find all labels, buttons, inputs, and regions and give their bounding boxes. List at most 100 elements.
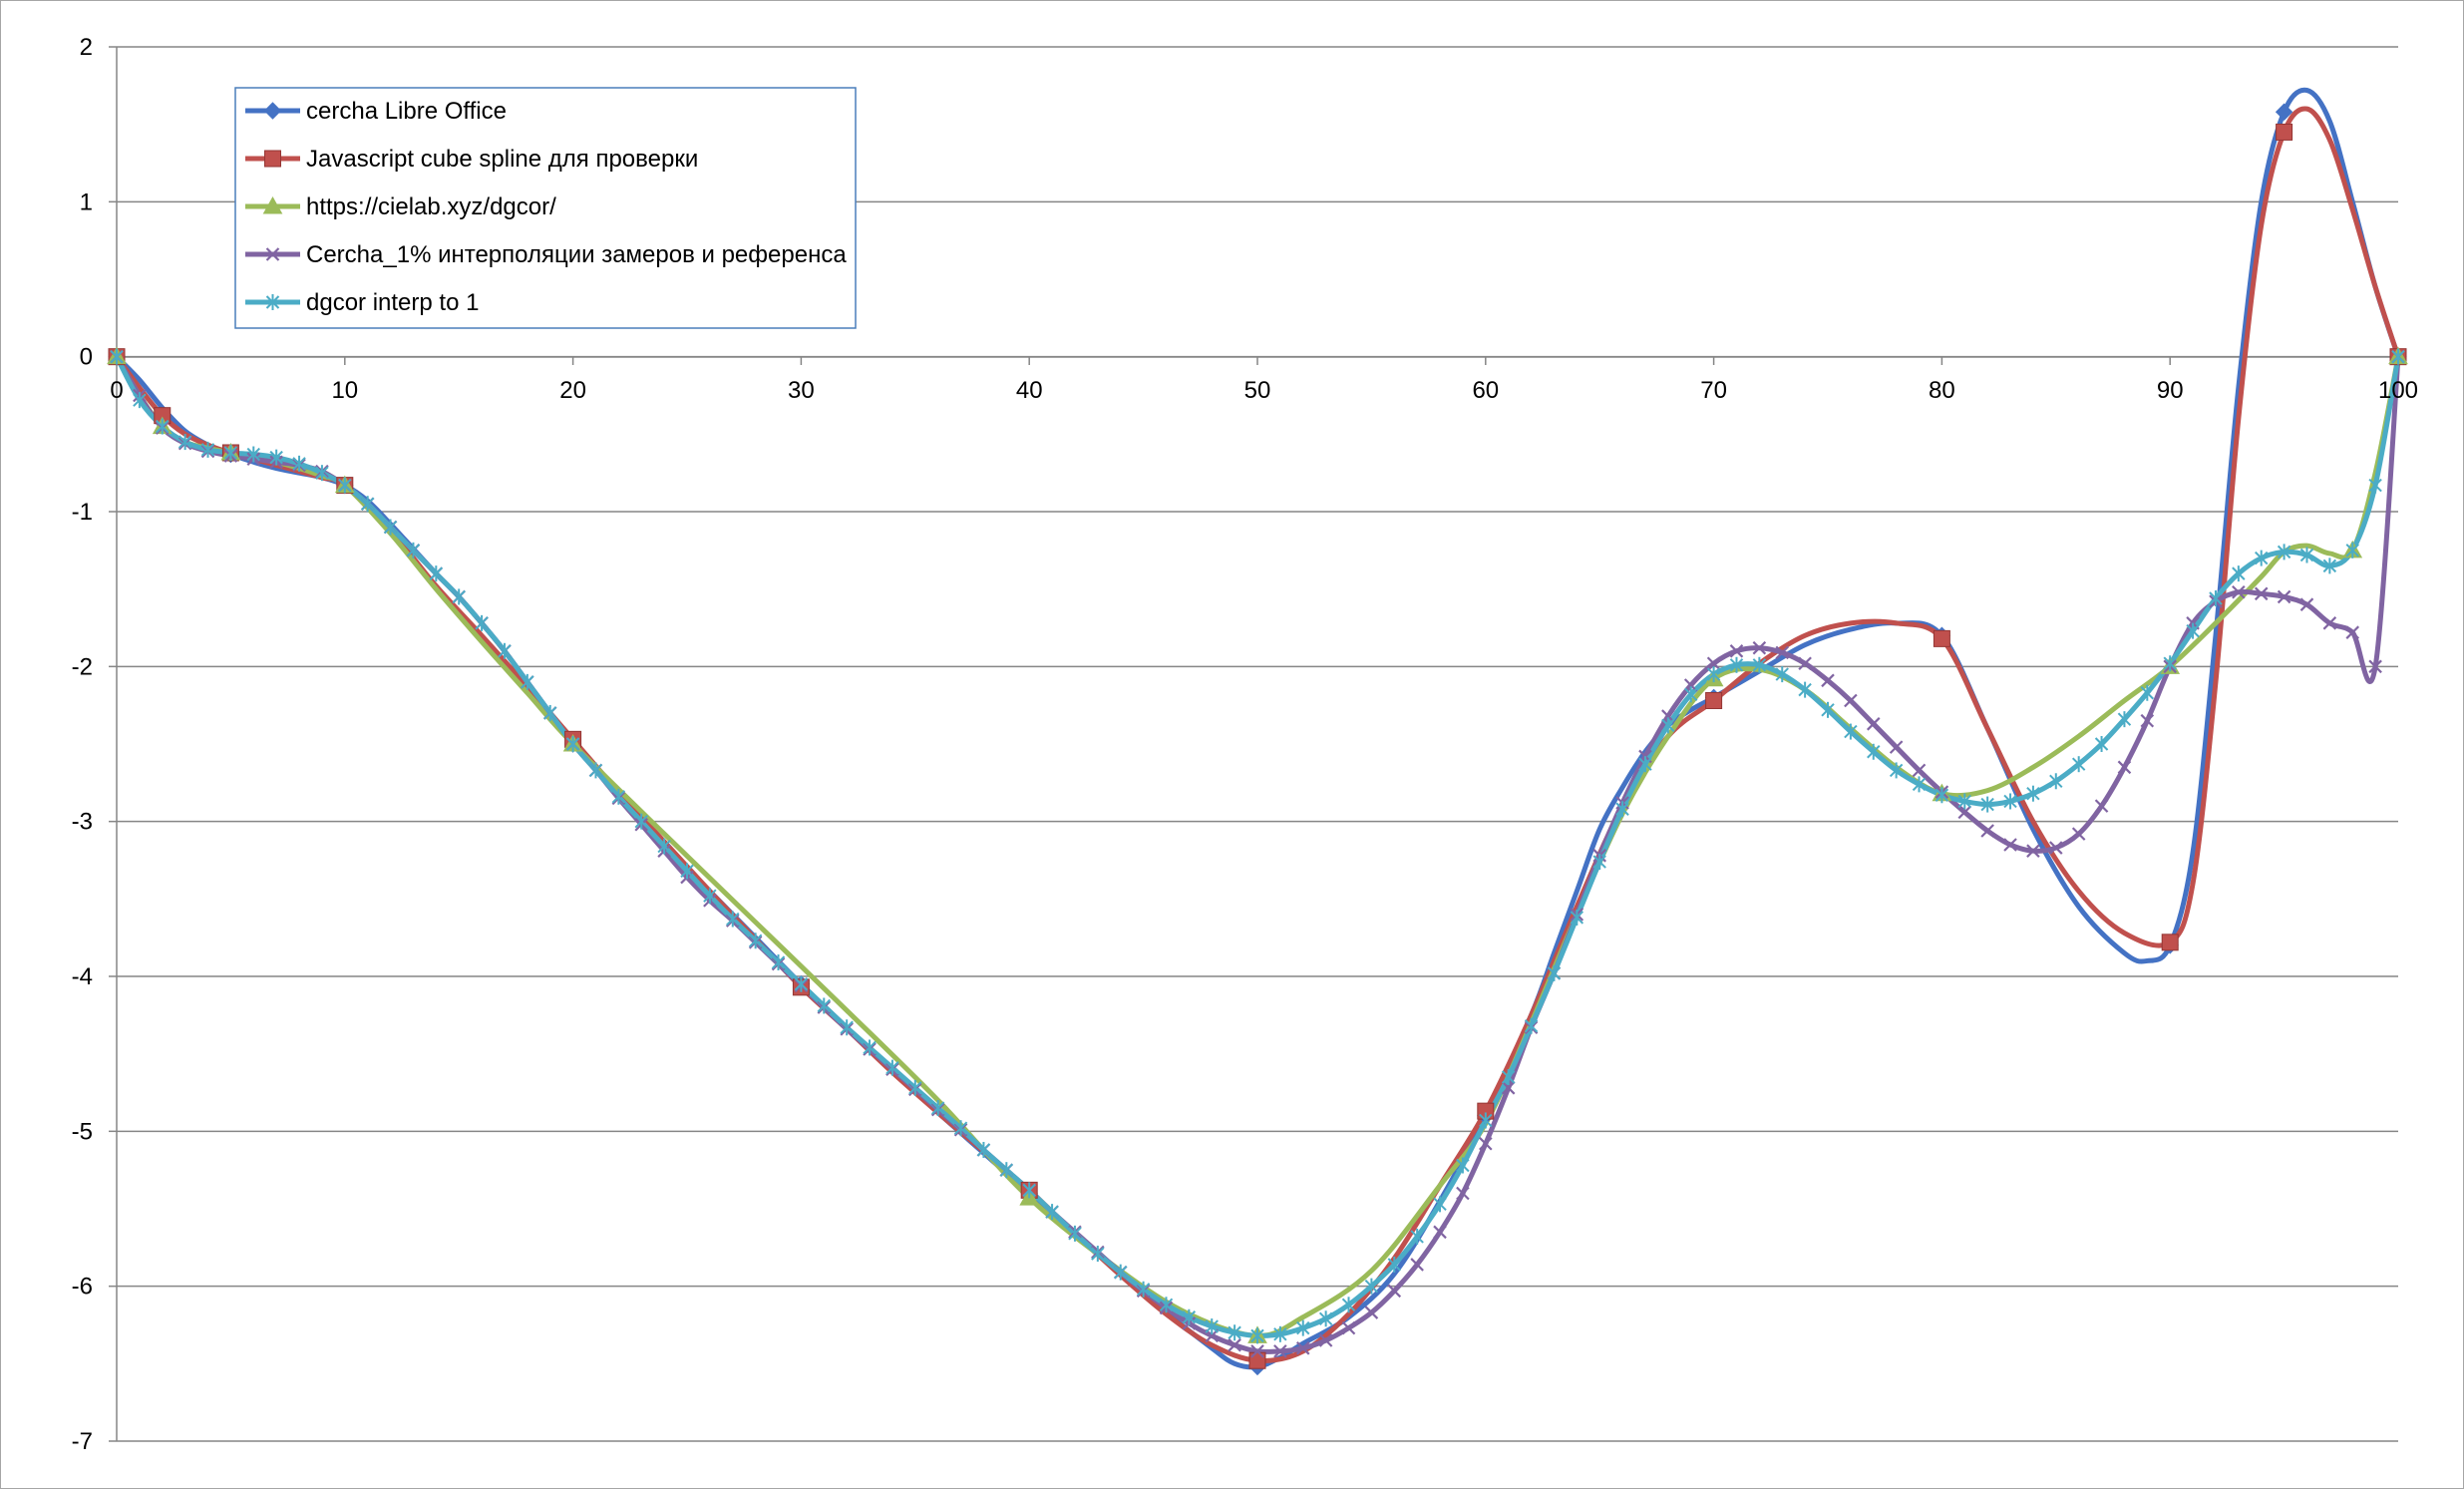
series-4-marker-stroke <box>1844 693 1858 708</box>
series-4-marker <box>1752 640 1767 655</box>
series-5-marker <box>1775 666 1789 683</box>
legend-label: dgcor interp to 1 <box>306 289 479 316</box>
series-4-marker <box>1479 1136 1493 1151</box>
series-4-marker <box>1273 1344 1287 1358</box>
series-4-marker-stroke <box>1228 1337 1241 1352</box>
series-5-marker <box>1570 909 1584 926</box>
y-tick-label: -3 <box>72 809 93 836</box>
series-5-marker <box>292 455 306 472</box>
series-4-marker <box>1729 644 1744 658</box>
series-5-marker <box>1250 1327 1264 1344</box>
y-tick-label: -6 <box>72 1274 93 1301</box>
y-tick-label: -4 <box>72 963 93 990</box>
series-5-marker <box>565 736 580 752</box>
series-4-marker <box>2003 838 2017 852</box>
series-5-marker <box>177 434 192 451</box>
series-4-marker-stroke <box>1501 1081 1516 1095</box>
series-4-marker-stroke <box>1456 1186 1470 1201</box>
series-5-marker <box>2186 622 2200 639</box>
series-5-marker <box>338 477 352 494</box>
series-5-marker <box>315 465 329 482</box>
legend-entry: cercha Libre Office <box>245 98 507 125</box>
series-4-marker-stroke <box>1273 1344 1287 1358</box>
series-2-marker <box>1933 629 1950 647</box>
series-4-marker <box>1866 717 1881 731</box>
series-5-marker <box>863 1039 877 1056</box>
series-4-marker-stroke <box>1775 645 1790 660</box>
series-4-marker <box>2345 625 2360 639</box>
series-4-marker <box>1798 656 1812 671</box>
series-5-marker <box>611 788 626 805</box>
series-5-marker <box>1045 1204 1059 1221</box>
legend-marker <box>265 247 280 261</box>
series-4-marker <box>1250 1344 1264 1358</box>
series-2-marker <box>1248 1351 1266 1369</box>
series-4-marker <box>1387 1284 1402 1299</box>
series-4-marker <box>2368 659 2382 674</box>
series-5-marker <box>383 519 398 536</box>
series-4-marker <box>1410 1258 1424 1272</box>
series-5-marker <box>1479 1112 1493 1129</box>
series-5-marker <box>521 673 534 690</box>
series-4-marker <box>2026 844 2040 858</box>
y-tick-label: -5 <box>72 1118 93 1145</box>
series-5-marker <box>2368 477 2382 494</box>
series-4-marker-stroke <box>1980 824 1994 838</box>
series-4-marker-stroke <box>1798 656 1812 671</box>
series-2-marker <box>2161 933 2179 951</box>
series-5-marker <box>680 863 694 880</box>
series-5-marker <box>953 1120 968 1137</box>
series-4-marker <box>2140 713 2155 728</box>
series-5-marker <box>1957 793 1971 810</box>
series-5-marker <box>1068 1225 1082 1242</box>
series-5-marker <box>475 614 489 631</box>
x-tick-label: 90 <box>2157 377 2184 404</box>
legend-label: https://cielab.xyz/dgcor/ <box>306 193 556 220</box>
series-5-marker <box>1159 1297 1174 1313</box>
series-4-marker <box>1844 693 1858 708</box>
series-4-marker-stroke <box>2254 586 2269 601</box>
series-4-marker-stroke <box>2026 844 2040 858</box>
series-5-marker <box>2391 348 2405 365</box>
series-5-marker <box>1547 964 1562 981</box>
series-5-marker <box>1273 1325 1287 1342</box>
x-tick-label: 60 <box>1472 377 1499 404</box>
series-4-marker <box>1433 1225 1447 1240</box>
x-tick-label: 20 <box>559 377 586 404</box>
series-5-marker <box>1729 656 1744 673</box>
series-4-marker-stroke <box>2071 827 2086 841</box>
series-4-marker-stroke <box>1364 1305 1379 1319</box>
series-5-marker <box>1592 854 1606 871</box>
series-4-marker-stroke <box>1479 1136 1493 1151</box>
y-tick-label: 2 <box>80 34 93 61</box>
series-4-marker <box>2299 597 2314 611</box>
series-5-marker <box>1387 1256 1401 1273</box>
y-tick-label: -7 <box>72 1428 93 1455</box>
series-4-marker-stroke <box>2345 625 2360 639</box>
series-5-marker <box>2209 589 2223 606</box>
series-4-marker <box>1295 1341 1310 1355</box>
series-4-marker <box>1889 740 1904 754</box>
series-4-marker-stroke <box>1889 740 1904 754</box>
series-5-marker <box>588 762 603 779</box>
x-tick-label: 10 <box>331 377 358 404</box>
series-5-marker <box>2071 756 2086 773</box>
series-4-marker <box>2071 827 2086 841</box>
legend-label: Javascript cube spline для проверки <box>306 146 698 173</box>
series-5-marker <box>2117 711 2132 728</box>
legend-entry: dgcor interp to 1 <box>245 289 479 316</box>
series-5-marker <box>2003 793 2017 810</box>
series-5-marker <box>200 441 215 458</box>
series-5-marker <box>976 1141 991 1158</box>
series-5-marker <box>1867 743 1881 760</box>
series-4-marker <box>1501 1081 1516 1095</box>
y-tick-label: -2 <box>72 653 93 680</box>
legend-label: cercha Libre Office <box>306 98 507 125</box>
series-4-marker-stroke <box>1341 1320 1356 1335</box>
series-4-marker <box>2049 841 2063 855</box>
series-5-marker <box>771 954 786 971</box>
series-5-marker <box>634 813 648 830</box>
series-5-marker <box>2049 773 2063 790</box>
legend-label: Cercha_1% интерполяции замеров и референ… <box>306 241 847 268</box>
